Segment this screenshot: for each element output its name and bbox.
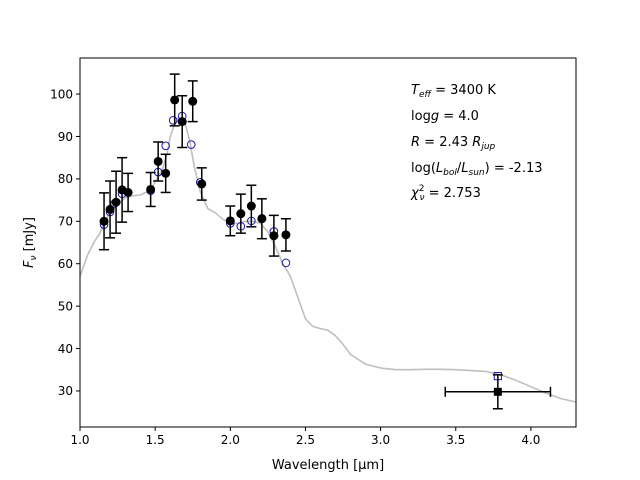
model-spectrum-layer	[79, 116, 577, 403]
radius-annotation: R = 2.43 Rjup	[411, 135, 496, 152]
observed-photometry-point	[161, 168, 171, 178]
observed-photometry-point	[281, 230, 291, 240]
x-tick-label: 4.0	[521, 433, 540, 447]
x-tick-label: 3.0	[371, 433, 390, 447]
x-axis-label-unit: μm	[358, 458, 379, 473]
x-tick-label: 1.0	[70, 433, 89, 447]
observed-photometry-point	[146, 184, 156, 194]
data-marks-layer	[99, 73, 552, 410]
observed-photometry-point	[246, 201, 256, 211]
plot-frame	[79, 57, 577, 428]
observed-photometry-point	[153, 156, 163, 166]
model-spectrum-line	[79, 116, 577, 403]
y-tick-label: 50	[58, 299, 73, 313]
axis-ticks-layer: 1.0 1.5 2.0 2.5 3.0 3.5 4.0 30 40 50 60 70 80 90 100	[50, 87, 540, 447]
observed-photometry-point	[236, 209, 246, 219]
x-tick-label: 2.5	[296, 433, 315, 447]
logg-annotation: logg = 4.0	[411, 109, 479, 124]
y-tick-label: 90	[58, 130, 73, 144]
chi2-annotation: χ2 ν = 2.753	[410, 184, 481, 203]
observed-photometry-point	[188, 96, 198, 106]
y-axis-label: Fν [mJy]	[22, 217, 39, 268]
observed-photometry-square	[493, 387, 502, 396]
y-tick-label: 80	[58, 172, 73, 186]
observed-photometry-point	[123, 187, 133, 197]
y-tick-label: 70	[58, 215, 73, 229]
luminosity-annotation: log(Lbol/Lsun) = -2.13	[411, 161, 543, 178]
y-tick-label: 30	[58, 384, 73, 398]
model-photometry-point	[281, 258, 291, 268]
x-tick-label: 2.0	[221, 433, 240, 447]
y-tick-label: 40	[58, 342, 73, 356]
observed-photometry-point	[269, 231, 279, 241]
model-photometry-point	[186, 140, 196, 149]
observed-photometry-point	[111, 197, 121, 207]
x-tick-label: 3.5	[446, 433, 465, 447]
model-photometry-point	[161, 141, 170, 151]
observed-photometry-point	[177, 117, 187, 127]
fit-parameters: Teff = 3400 K logg = 4.0 R = 2.43 Rjup l…	[410, 83, 543, 203]
x-tick-label: 1.5	[146, 433, 165, 447]
observed-photometry-point	[225, 216, 235, 226]
observed-photometry-point	[197, 179, 207, 189]
observed-photometry-point	[105, 204, 115, 214]
observed-photometry-point	[257, 214, 267, 224]
x-axis-label: Wavelength [μm]	[272, 458, 384, 473]
observed-photometry-point	[99, 216, 109, 226]
y-tick-label: 60	[58, 257, 73, 271]
y-tick-label: 100	[50, 87, 73, 101]
model-photometry-point	[168, 116, 178, 125]
teff-annotation: Teff = 3400 K	[411, 83, 496, 100]
observed-photometry-point	[170, 95, 180, 105]
